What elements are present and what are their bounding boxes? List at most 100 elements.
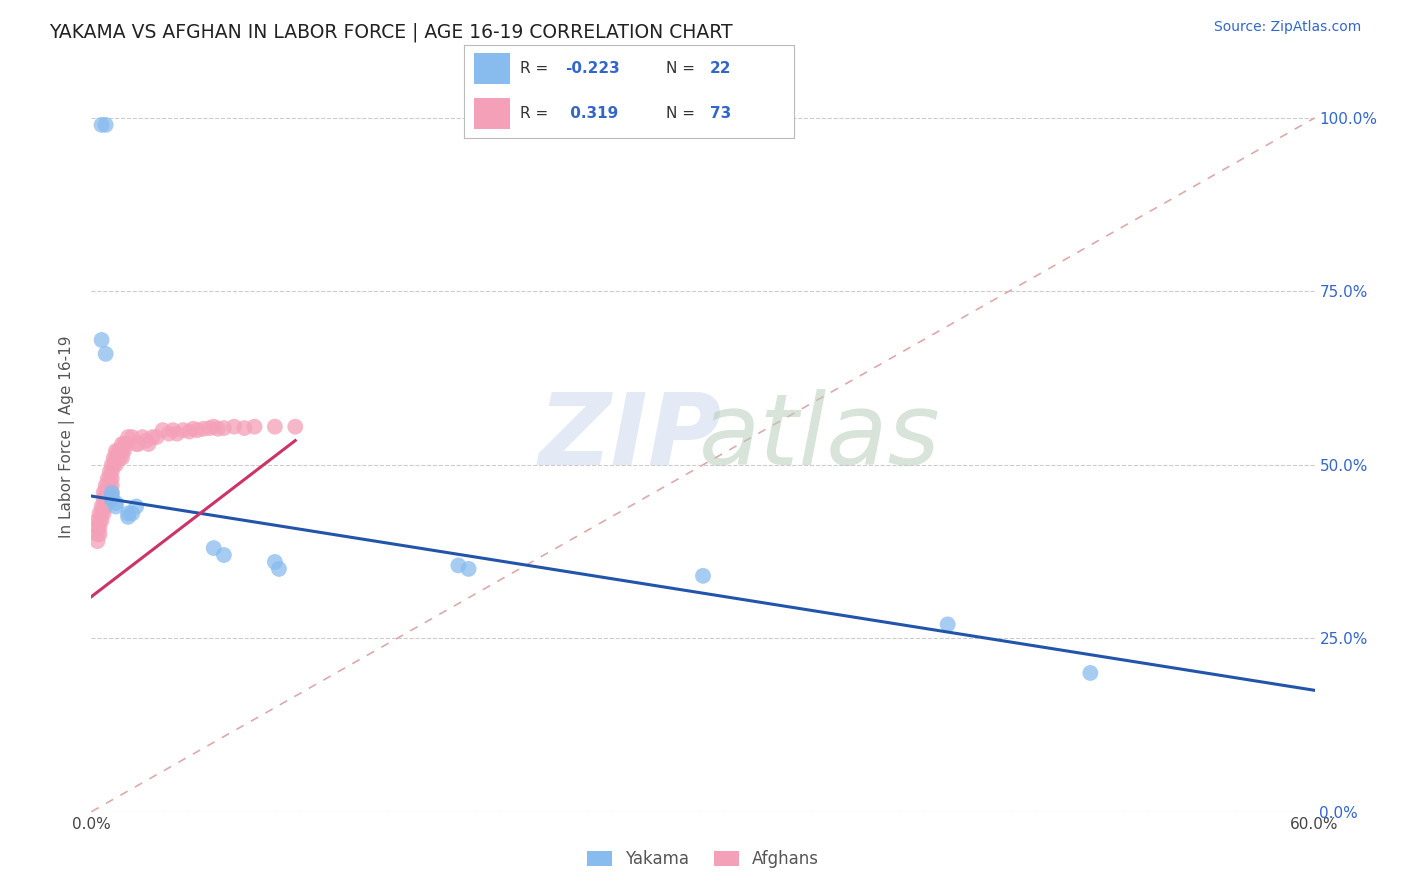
Point bbox=[112, 444, 135, 458]
Point bbox=[89, 513, 111, 527]
Point bbox=[936, 617, 959, 632]
Point bbox=[193, 422, 215, 436]
Point bbox=[267, 562, 290, 576]
Point bbox=[86, 513, 108, 527]
Point bbox=[212, 548, 235, 562]
Point bbox=[233, 421, 256, 435]
Point bbox=[179, 425, 201, 439]
Point bbox=[86, 534, 108, 549]
Point bbox=[202, 541, 225, 555]
Y-axis label: In Labor Force | Age 16-19: In Labor Force | Age 16-19 bbox=[59, 335, 76, 539]
Point bbox=[162, 423, 184, 437]
Point bbox=[111, 444, 134, 458]
Point bbox=[90, 513, 112, 527]
Point bbox=[183, 422, 205, 436]
Point bbox=[98, 465, 121, 479]
Text: YAKAMA VS AFGHAN IN LABOR FORCE | AGE 16-19 CORRELATION CHART: YAKAMA VS AFGHAN IN LABOR FORCE | AGE 16… bbox=[49, 22, 733, 42]
Point bbox=[98, 472, 121, 486]
Point bbox=[111, 437, 134, 451]
Point bbox=[117, 507, 139, 521]
Text: 0.319: 0.319 bbox=[565, 106, 619, 121]
Point bbox=[90, 507, 112, 521]
Text: N =: N = bbox=[665, 61, 699, 76]
Point bbox=[202, 419, 225, 434]
Point bbox=[117, 430, 139, 444]
FancyBboxPatch shape bbox=[474, 53, 510, 84]
Point bbox=[93, 507, 115, 521]
Point bbox=[94, 492, 117, 507]
Point bbox=[104, 458, 127, 472]
Point bbox=[98, 478, 121, 492]
Point bbox=[94, 485, 117, 500]
Point bbox=[86, 527, 108, 541]
Point bbox=[152, 423, 174, 437]
Point bbox=[457, 562, 479, 576]
Point bbox=[101, 489, 124, 503]
Point bbox=[112, 437, 135, 451]
Point bbox=[101, 465, 124, 479]
Point bbox=[93, 500, 115, 514]
Point bbox=[90, 333, 112, 347]
Legend: Yakama, Afghans: Yakama, Afghans bbox=[581, 843, 825, 874]
Point bbox=[107, 444, 129, 458]
Point bbox=[101, 478, 124, 492]
Text: 22: 22 bbox=[710, 61, 731, 76]
Point bbox=[97, 485, 120, 500]
Point bbox=[104, 496, 127, 510]
Point bbox=[101, 492, 124, 507]
Point bbox=[104, 450, 127, 465]
Point bbox=[97, 472, 120, 486]
Point bbox=[1080, 665, 1102, 680]
Point bbox=[145, 430, 167, 444]
Point bbox=[94, 118, 117, 132]
Point bbox=[89, 520, 111, 534]
FancyBboxPatch shape bbox=[474, 98, 510, 129]
Point bbox=[264, 419, 287, 434]
Point bbox=[121, 430, 143, 444]
Point bbox=[186, 423, 208, 437]
Point bbox=[141, 430, 163, 444]
Point bbox=[86, 520, 108, 534]
Point bbox=[94, 347, 117, 361]
Point bbox=[447, 558, 470, 573]
Point bbox=[115, 437, 138, 451]
Point bbox=[172, 423, 194, 437]
Point bbox=[97, 478, 120, 492]
Point bbox=[138, 437, 160, 451]
Point bbox=[131, 430, 153, 444]
Point bbox=[157, 426, 180, 441]
Text: R =: R = bbox=[520, 61, 554, 76]
Point bbox=[93, 485, 115, 500]
Point bbox=[93, 492, 115, 507]
Point bbox=[101, 485, 124, 500]
Text: -0.223: -0.223 bbox=[565, 61, 620, 76]
Text: 73: 73 bbox=[710, 106, 731, 121]
Point bbox=[692, 569, 714, 583]
Point bbox=[198, 421, 221, 435]
Point bbox=[101, 485, 124, 500]
Point bbox=[108, 444, 131, 458]
Point bbox=[207, 422, 229, 436]
Point bbox=[90, 118, 112, 132]
Text: atlas: atlas bbox=[699, 389, 941, 485]
Point bbox=[104, 500, 127, 514]
Point bbox=[103, 450, 125, 465]
Point bbox=[101, 458, 124, 472]
Point bbox=[117, 509, 139, 524]
Point bbox=[94, 478, 117, 492]
Text: N =: N = bbox=[665, 106, 699, 121]
Point bbox=[104, 444, 127, 458]
Point bbox=[284, 419, 307, 434]
Point bbox=[121, 507, 143, 521]
Point bbox=[89, 527, 111, 541]
Point bbox=[107, 450, 129, 465]
Point bbox=[90, 500, 112, 514]
Point bbox=[94, 500, 117, 514]
Point bbox=[264, 555, 287, 569]
Point bbox=[222, 419, 246, 434]
Point bbox=[243, 419, 266, 434]
Point bbox=[108, 450, 131, 465]
Point bbox=[97, 492, 120, 507]
Text: R =: R = bbox=[520, 106, 554, 121]
Point bbox=[166, 426, 188, 441]
